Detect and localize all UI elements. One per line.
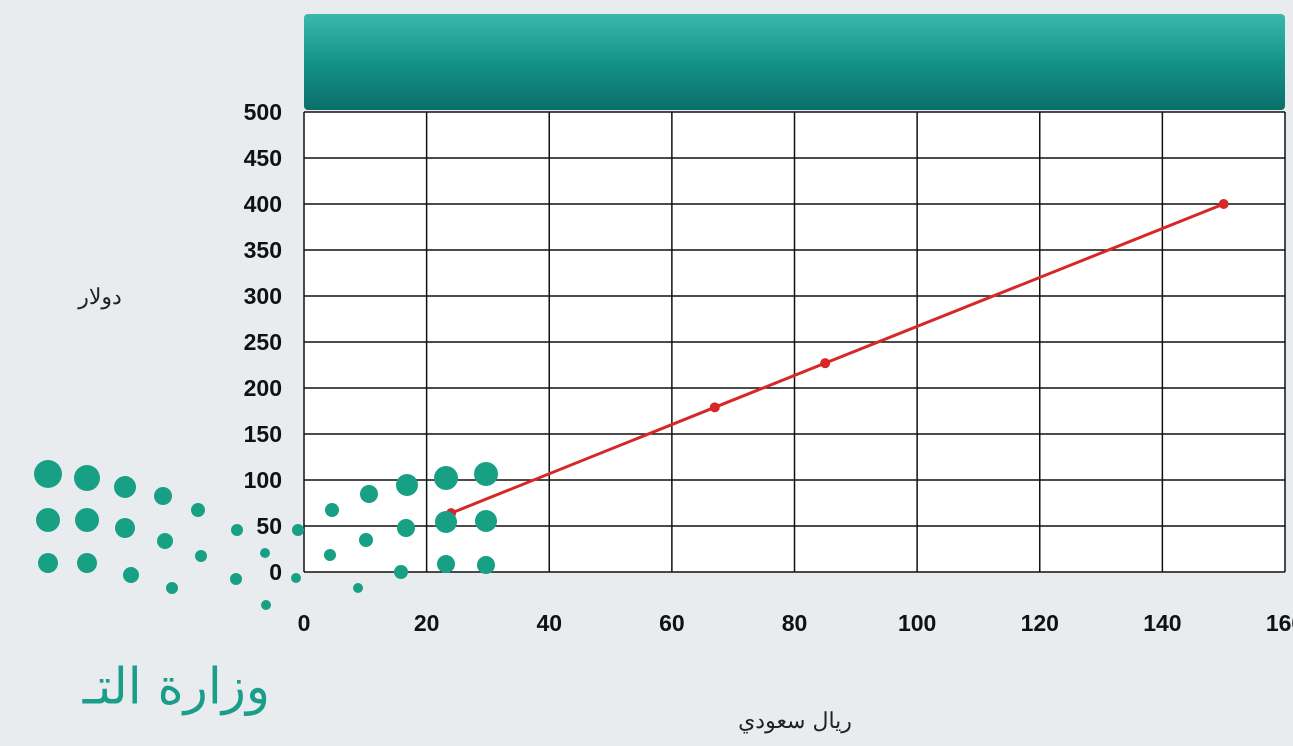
x-tick-label: 20: [414, 610, 440, 636]
grid: [303, 111, 1286, 573]
x-tick-label: 160: [1266, 610, 1293, 636]
plot: [446, 199, 1229, 519]
y-tick-label: 100: [244, 467, 282, 493]
data-line: [450, 202, 1225, 515]
y-tick-label: 300: [244, 283, 282, 309]
y-tick-label: 150: [244, 421, 282, 447]
x-tick-label: 0: [298, 610, 311, 636]
y-tick-label: 0: [269, 559, 282, 585]
x-tick-label: 140: [1143, 610, 1181, 636]
y-tick-label: 350: [244, 237, 282, 263]
y-tick-label: 500: [244, 99, 282, 125]
x-axis-label: ريال سعودي: [738, 709, 852, 734]
y-tick-label: 250: [244, 329, 282, 355]
x-tick-label: 40: [536, 610, 562, 636]
logo-dots: [34, 460, 498, 610]
y-tick-label: 450: [244, 145, 282, 171]
y-tick-label: 50: [256, 513, 282, 539]
data-point: [709, 402, 720, 413]
y-tick-label: 200: [244, 375, 282, 401]
x-tick-label: 60: [659, 610, 685, 636]
data-point: [820, 358, 831, 369]
data-point: [1218, 199, 1229, 209]
logo-text: وزارة التـ: [82, 658, 270, 717]
y-axis-label: دولار: [77, 285, 122, 310]
x-tick-label: 80: [782, 610, 808, 636]
header-bar: [304, 14, 1285, 110]
x-tick-label: 120: [1021, 610, 1059, 636]
y-tick-label: 400: [244, 191, 282, 217]
x-tick-label: 100: [898, 610, 936, 636]
